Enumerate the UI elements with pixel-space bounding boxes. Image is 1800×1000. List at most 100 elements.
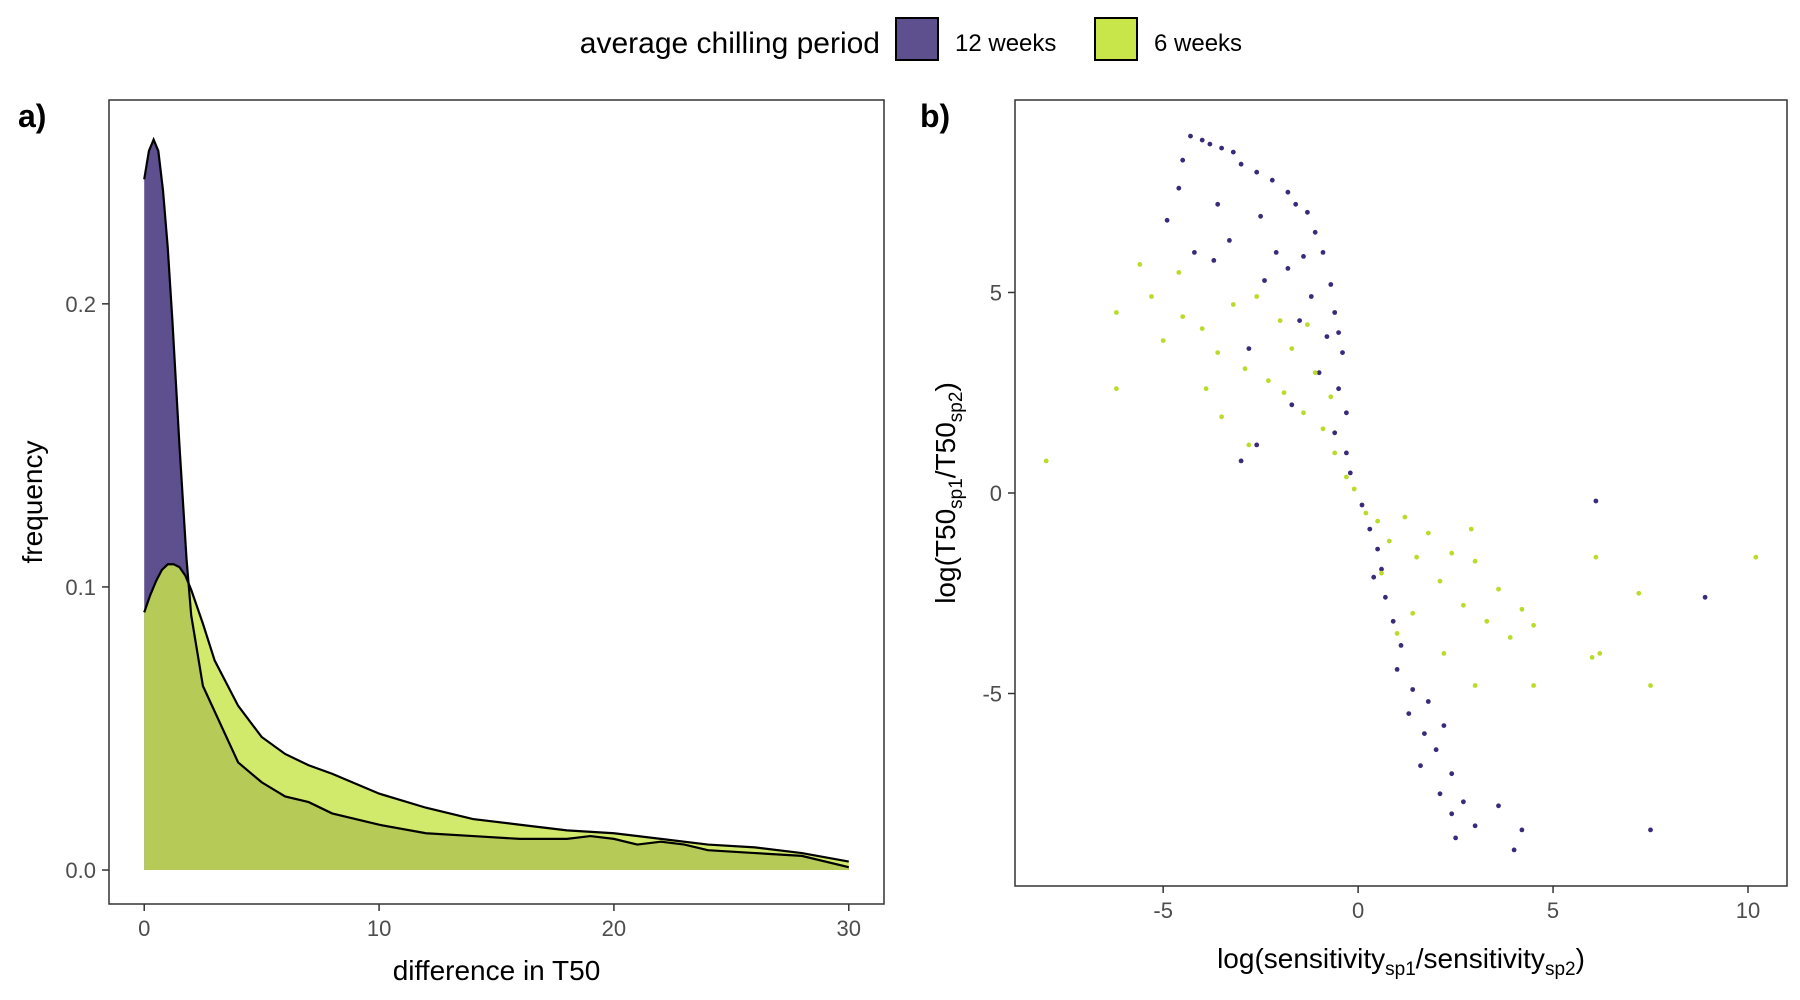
- scatter-point-6-weeks: [1277, 318, 1283, 323]
- scatter-point-12-weeks: [1418, 763, 1423, 769]
- panel-b-y-axis-title: log(T50sp1/T50sp2): [930, 382, 967, 604]
- scatter-point-6-weeks: [1305, 322, 1310, 327]
- scatter-point-6-weeks: [1519, 606, 1525, 612]
- scatter-point-12-weeks: [1332, 430, 1338, 436]
- scatter-point-6-weeks: [1394, 631, 1400, 636]
- scatter-point-6-weeks: [1137, 262, 1143, 267]
- panel-a-y-tick-label: 0.1: [65, 575, 96, 600]
- scatter-point-12-weeks: [1180, 157, 1186, 163]
- scatter-point-12-weeks: [1199, 137, 1205, 143]
- panel-a-y-axis-title: frequency: [17, 441, 48, 564]
- scatter-point-12-weeks: [1328, 282, 1334, 287]
- scatter-point-6-weeks: [1114, 310, 1119, 315]
- scatter-point-12-weeks: [1336, 330, 1341, 335]
- panel-b-x-tick-label: -5: [1153, 898, 1173, 923]
- panel-a-x-tick-label: 30: [837, 916, 861, 941]
- scatter-point-6-weeks: [1386, 538, 1392, 544]
- legend-title: average chilling period: [580, 27, 880, 60]
- panel-a-x-tick-label: 20: [602, 916, 626, 941]
- scatter-point-12-weeks: [1211, 258, 1217, 263]
- panel-b-scatter: -5 0 5 10 -5 0 5 log(sensitivitysp1/sensitivity…: [930, 99, 1788, 980]
- scatter-point-12-weeks: [1246, 346, 1252, 351]
- panel-b-border: [1014, 99, 1788, 887]
- scatter-point-6-weeks: [1351, 486, 1357, 492]
- panel-b-points: [1043, 133, 1759, 853]
- legend-swatch-6-weeks: [1094, 17, 1138, 61]
- scatter-point-12-weeks: [1219, 145, 1224, 151]
- scatter-point-12-weeks: [1164, 217, 1170, 223]
- scatter-point-6-weeks: [1266, 378, 1271, 384]
- scatter-point-6-weeks: [1242, 366, 1248, 372]
- density-line-12-weeks: [143, 136, 850, 869]
- scatter-point-12-weeks: [1390, 618, 1396, 624]
- scatter-point-12-weeks: [1449, 771, 1455, 777]
- panel-b-x-tick-label: 10: [1736, 898, 1760, 923]
- scatter-point-12-weeks: [1215, 201, 1221, 207]
- scatter-point-12-weeks: [1262, 278, 1267, 283]
- scatter-point-6-weeks: [1648, 683, 1653, 688]
- scatter-point-6-weeks: [1379, 570, 1384, 576]
- scatter-point-12-weeks: [1347, 470, 1353, 476]
- scatter-point-6-weeks: [1414, 554, 1419, 560]
- scatter-point-12-weeks: [1702, 594, 1708, 600]
- scatter-point-12-weeks: [1422, 731, 1427, 736]
- scatter-point-6-weeks: [1312, 370, 1318, 376]
- scatter-point-6-weeks: [1332, 450, 1338, 456]
- legend: average chilling period 12 weeks 6 weeks: [580, 17, 1242, 61]
- scatter-point-12-weeks: [1289, 402, 1295, 408]
- scatter-point-12-weeks: [1472, 823, 1478, 829]
- scatter-point-12-weeks: [1320, 250, 1326, 255]
- scatter-point-12-weeks: [1359, 502, 1365, 508]
- scatter-point-12-weeks: [1269, 177, 1275, 183]
- density-line-6-weeks: [143, 563, 849, 863]
- scatter-point-12-weeks: [1301, 254, 1306, 259]
- scatter-point-6-weeks: [1215, 350, 1221, 355]
- scatter-point-12-weeks: [1308, 294, 1314, 299]
- scatter-point-6-weeks: [1402, 514, 1408, 520]
- scatter-point-6-weeks: [1472, 558, 1478, 564]
- scatter-point-6-weeks: [1589, 655, 1595, 660]
- panel-b-y-tick-label: -5: [982, 682, 1002, 707]
- scatter-point-12-weeks: [1297, 318, 1302, 323]
- scatter-point-12-weeks: [1461, 799, 1466, 805]
- scatter-point-6-weeks: [1160, 338, 1166, 343]
- scatter-point-6-weeks: [1441, 651, 1447, 656]
- panel-b-y-tick-label: 0: [990, 481, 1002, 506]
- scatter-point-6-weeks: [1176, 270, 1182, 275]
- scatter-point-6-weeks: [1753, 554, 1759, 560]
- scatter-point-6-weeks: [1507, 635, 1513, 640]
- scatter-point-6-weeks: [1199, 326, 1205, 331]
- scatter-point-12-weeks: [1425, 699, 1431, 704]
- panel-b-x-axis-title: log(sensitivitysp1/sensitivitysp2): [1217, 943, 1585, 980]
- scatter-point-12-weeks: [1258, 213, 1263, 219]
- legend-label-12-weeks: 12 weeks: [955, 30, 1056, 57]
- scatter-point-12-weeks: [1332, 310, 1338, 315]
- scatter-point-12-weeks: [1648, 827, 1653, 833]
- scatter-point-6-weeks: [1328, 394, 1334, 400]
- scatter-point-12-weeks: [1285, 189, 1291, 195]
- panel-a-density: 0 10 20 30 0.0 0.1 0.2 difference in T50 frequen…: [17, 99, 885, 986]
- scatter-point-12-weeks: [1238, 458, 1244, 464]
- scatter-point-12-weeks: [1511, 847, 1517, 853]
- scatter-point-6-weeks: [1468, 526, 1474, 532]
- scatter-point-12-weeks: [1344, 410, 1349, 416]
- panel-a-tag: a): [18, 98, 46, 134]
- panel-b-y-tick-label: 5: [990, 280, 1002, 305]
- scatter-point-12-weeks: [1305, 209, 1310, 215]
- scatter-point-6-weeks: [1230, 302, 1236, 307]
- scatter-point-12-weeks: [1406, 711, 1412, 716]
- scatter-point-6-weeks: [1531, 683, 1536, 688]
- scatter-point-6-weeks: [1636, 590, 1642, 596]
- panel-b-x-tick-label: 5: [1547, 898, 1559, 923]
- scatter-point-6-weeks: [1449, 550, 1455, 556]
- panel-a-border: [108, 99, 885, 905]
- scatter-point-12-weeks: [1433, 747, 1439, 753]
- scatter-point-6-weeks: [1531, 622, 1536, 628]
- scatter-point-6-weeks: [1410, 610, 1416, 616]
- scatter-point-6-weeks: [1043, 458, 1049, 464]
- scatter-point-6-weeks: [1484, 618, 1490, 624]
- scatter-point-12-weeks: [1394, 667, 1400, 672]
- panel-a-x-tick-label: 10: [367, 916, 391, 941]
- scatter-point-12-weeks: [1312, 229, 1318, 235]
- scatter-point-6-weeks: [1281, 390, 1287, 396]
